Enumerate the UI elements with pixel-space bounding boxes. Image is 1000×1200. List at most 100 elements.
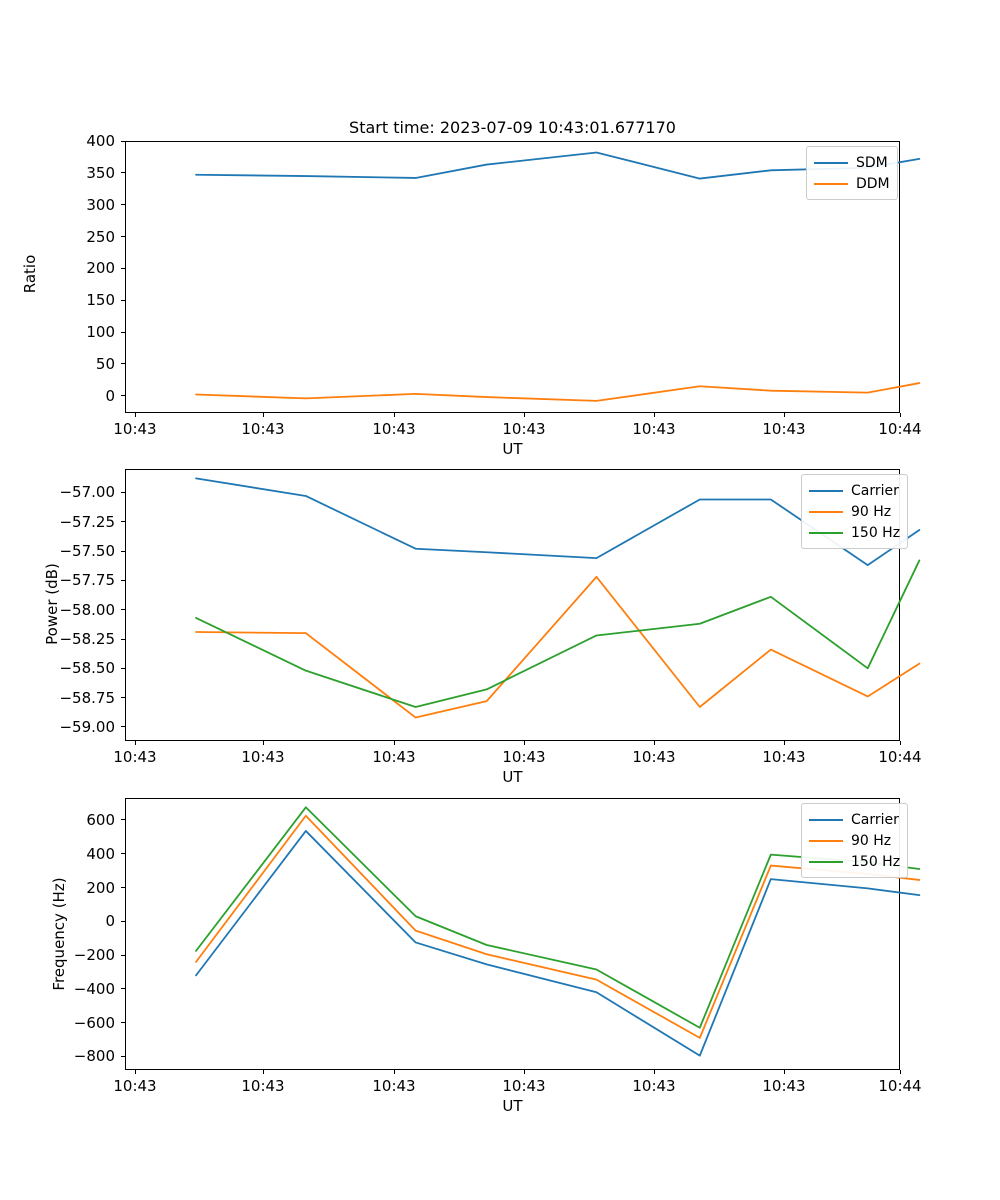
x-tick-mark (393, 1070, 395, 1074)
y-tick-mark (121, 550, 125, 552)
y-tick-mark (121, 988, 125, 990)
legend-label: 90 Hz (851, 503, 892, 520)
y-tick-label: 200 (86, 878, 115, 897)
legend-item-carrier[interactable]: Carrier (809, 480, 900, 501)
x-tick-mark (899, 741, 901, 745)
legend-line-swatch-icon (809, 510, 843, 513)
y-tick-label: 0 (105, 912, 115, 931)
y-tick-mark (121, 609, 125, 611)
y-tick-label: −58.00 (59, 600, 115, 619)
x-tick-mark (134, 741, 136, 745)
legend-ratio[interactable]: SDM DDM (806, 146, 898, 200)
legend-item-150-hz[interactable]: 150 Hz (809, 851, 900, 872)
x-tick-label: 10:43 (372, 1077, 416, 1095)
data-line-ddm (195, 382, 921, 402)
x-tick-label: 10:43 (113, 1077, 157, 1095)
y-tick-mark (121, 491, 125, 493)
x-tick-mark (262, 413, 264, 417)
x-tick-mark (899, 413, 901, 417)
legend-item-sdm[interactable]: SDM (814, 152, 890, 173)
legend-frequency[interactable]: Carrier 90 Hz 150 Hz (801, 803, 909, 878)
y-tick-label: 200 (86, 259, 115, 278)
y-tick-mark (121, 172, 125, 174)
x-tick-label: 10:43 (241, 1077, 285, 1095)
legend-item-ddm[interactable]: DDM (814, 173, 890, 194)
x-tick-mark (523, 741, 525, 745)
legend-power[interactable]: Carrier 90 Hz 150 Hz (801, 474, 909, 549)
y-tick-mark (121, 726, 125, 728)
x-axis-label-ut-2: UT (502, 768, 523, 786)
x-tick-label: 10:43 (502, 748, 546, 766)
y-tick-mark (121, 204, 125, 206)
y-tick-mark (121, 920, 125, 922)
y-tick-label: −57.75 (59, 571, 115, 590)
legend-line-swatch-icon (814, 161, 848, 164)
x-tick-label: 10:44 (878, 748, 922, 766)
x-tick-mark (783, 741, 785, 745)
y-tick-label: −400 (73, 979, 115, 998)
y-tick-label: 350 (86, 163, 115, 182)
x-tick-label: 10:43 (762, 420, 806, 438)
legend-item-carrier[interactable]: Carrier (809, 809, 900, 830)
y-tick-label: −57.50 (59, 542, 115, 561)
x-tick-mark (653, 413, 655, 417)
y-tick-mark (121, 1055, 125, 1057)
data-line-carrier (195, 830, 921, 1057)
x-tick-mark (262, 1070, 264, 1074)
axes-frame-2 (125, 469, 900, 741)
y-tick-label: 100 (86, 323, 115, 342)
x-tick-mark (262, 741, 264, 745)
legend-label: DDM (856, 175, 890, 192)
y-tick-label: −58.50 (59, 659, 115, 678)
data-line-90-hz (195, 575, 921, 719)
axes-frame-1 (125, 141, 900, 413)
y-tick-label: 400 (86, 844, 115, 863)
x-tick-mark (653, 741, 655, 745)
x-tick-label: 10:43 (113, 420, 157, 438)
y-tick-mark (121, 954, 125, 956)
x-tick-mark (523, 1070, 525, 1074)
y-tick-label: 400 (86, 132, 115, 150)
legend-item-90-hz[interactable]: 90 Hz (809, 830, 900, 851)
y-tick-label: −600 (73, 1013, 115, 1032)
y-tick-mark (121, 236, 125, 238)
legend-label: 150 Hz (851, 853, 901, 870)
legend-item-90-hz[interactable]: 90 Hz (809, 501, 900, 522)
x-tick-label: 10:43 (502, 420, 546, 438)
x-tick-mark (393, 413, 395, 417)
y-tick-mark (121, 331, 125, 333)
y-tick-label: 300 (86, 195, 115, 214)
x-tick-label: 10:43 (762, 1077, 806, 1095)
x-tick-label: 10:44 (878, 1077, 922, 1095)
x-tick-mark (134, 1070, 136, 1074)
legend-label: Carrier (851, 482, 899, 499)
y-tick-mark (121, 887, 125, 889)
x-tick-mark (783, 1070, 785, 1074)
y-tick-mark (121, 395, 125, 397)
x-tick-mark (523, 413, 525, 417)
y-tick-mark (121, 299, 125, 301)
legend-label: Carrier (851, 811, 899, 828)
y-tick-label: 250 (86, 227, 115, 246)
y-tick-mark (121, 521, 125, 523)
subplot-ratio: Start time: 2023-07-09 10:43:01.677170 R… (0, 0, 1000, 460)
x-tick-mark (653, 1070, 655, 1074)
x-tick-mark (134, 413, 136, 417)
x-tick-label: 10:43 (502, 1077, 546, 1095)
legend-item-150-hz[interactable]: 150 Hz (809, 522, 900, 543)
y-tick-mark (121, 363, 125, 365)
y-tick-label: 50 (95, 354, 115, 373)
y-tick-mark (121, 267, 125, 269)
y-tick-label: −200 (73, 946, 115, 965)
x-axis-label-ut-3: UT (502, 1097, 523, 1115)
x-tick-label: 10:43 (762, 748, 806, 766)
y-tick-label: −59.00 (59, 717, 115, 736)
y-tick-label: 600 (86, 810, 115, 829)
x-tick-mark (899, 1070, 901, 1074)
legend-line-swatch-icon (809, 860, 843, 863)
x-tick-label: 10:43 (113, 748, 157, 766)
x-tick-mark (783, 413, 785, 417)
